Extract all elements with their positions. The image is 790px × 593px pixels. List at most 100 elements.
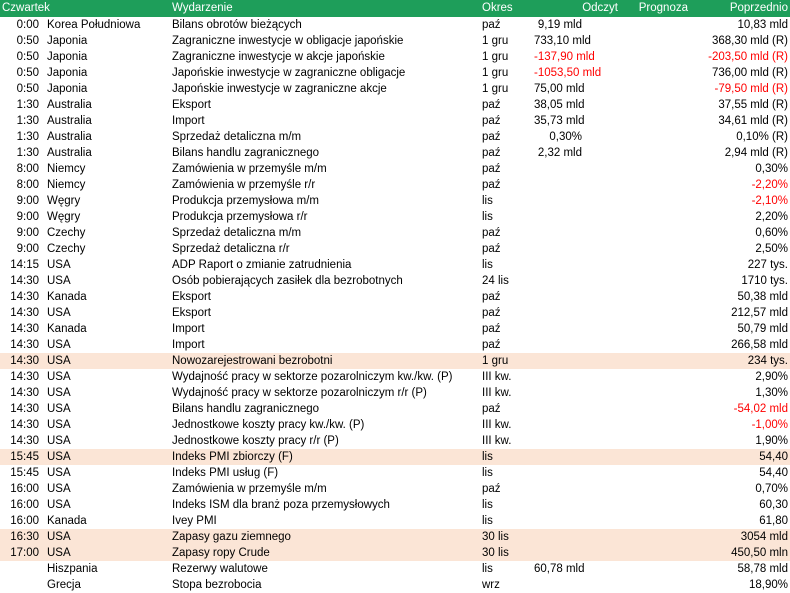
cell-previous: 2,94 mld (R) (724, 147, 788, 159)
table-row: 14:30 USA Osób pobierających zasiłek dla b… (0, 273, 790, 289)
table-row: 0:50 Japonia Japońskie inwestycje w zagran… (0, 65, 790, 81)
cell-previous: 227 tys. (747, 259, 788, 271)
cell-time: 1:30 (16, 147, 39, 159)
cell-time: 8:00 (16, 179, 39, 191)
table-row: 1:30 Australia Eksport paź 38,05 mld 37,55 ml… (0, 97, 790, 113)
cell-previous: 3054 mld (740, 531, 788, 543)
cell-actual (532, 241, 620, 257)
cell-event: Eksport (172, 291, 211, 303)
cell-actual: 75,00 mld (534, 83, 585, 95)
cell-country: Kanada (47, 323, 87, 335)
cell-forecast (620, 257, 690, 273)
cell-forecast (620, 65, 690, 81)
cell-forecast (620, 33, 690, 49)
cell-forecast (620, 433, 690, 449)
cell-actual (532, 225, 620, 241)
cell-period: 30 lis (482, 531, 509, 543)
cell-time: 14:30 (10, 419, 39, 431)
cell-previous: 212,57 mld (731, 307, 788, 319)
cell-previous: 54,40 (759, 467, 788, 479)
cell-time: 15:45 (10, 467, 39, 479)
table-row: Grecja Stopa bezrobocia wrz 18,90% (0, 577, 790, 593)
cell-time: 0:50 (16, 67, 39, 79)
cell-event: Zapasy gazu ziemnego (172, 531, 291, 543)
cell-period: III kw. (482, 387, 512, 399)
cell-event: Japońskie inwestycje w zagraniczne oblig… (172, 67, 406, 79)
cell-previous: 2,90% (755, 371, 788, 383)
cell-forecast (620, 161, 690, 177)
cell-period: paź (482, 291, 501, 303)
cell-country: Węgry (47, 195, 81, 207)
cell-actual (532, 529, 620, 545)
cell-forecast (620, 17, 690, 33)
cell-actual: 35,73 mld (534, 115, 585, 127)
cell-forecast (620, 129, 690, 145)
cell-period: paź (482, 227, 501, 239)
table-row: 16:00 Kanada Ivey PMI lis 61,80 (0, 513, 790, 529)
cell-time: 17:00 (10, 547, 39, 559)
cell-event: Jednostkowe koszty pracy kw./kw. (P) (172, 419, 365, 431)
table-row: 8:00 Niemcy Zamówienia w przemyśle m/m paź 0… (0, 161, 790, 177)
cell-forecast (620, 353, 690, 369)
cell-country: USA (47, 451, 71, 463)
header-day: Czwartek (2, 2, 50, 14)
cell-forecast (620, 513, 690, 529)
cell-previous: -2,20% (751, 179, 788, 191)
table-row: 14:30 Kanada Import paź 50,79 mld (0, 321, 790, 337)
cell-country: Kanada (47, 291, 87, 303)
cell-time: 9:00 (16, 227, 39, 239)
cell-country: Niemcy (47, 179, 86, 191)
cell-actual (532, 401, 620, 417)
cell-time: 14:15 (10, 259, 39, 271)
cell-period: lis (482, 451, 493, 463)
table-row: 16:00 USA Zamówienia w przemyśle m/m paź 0,7… (0, 481, 790, 497)
cell-actual: 38,05 mld (534, 99, 585, 111)
cell-time: 9:00 (16, 211, 39, 223)
cell-period: paź (482, 19, 501, 31)
cell-time: 16:30 (10, 531, 39, 543)
table-row: 16:30 USA Zapasy gazu ziemnego 30 lis 3054 m… (0, 529, 790, 545)
table-row: 14:30 USA Bilans handlu zagranicznego paź -5… (0, 401, 790, 417)
cell-event: Produkcja przemysłowa m/m (172, 195, 319, 207)
cell-previous: 450,50 mln (731, 547, 788, 559)
cell-country: Australia (47, 147, 92, 159)
cell-country: USA (47, 387, 71, 399)
cell-forecast (620, 545, 690, 561)
cell-period: 24 lis (482, 275, 509, 287)
cell-forecast (620, 465, 690, 481)
cell-previous: -1,00% (751, 419, 788, 431)
cell-event: Indeks PMI usług (F) (172, 467, 279, 479)
table-row: 14:30 USA Eksport paź 212,57 mld (0, 305, 790, 321)
table-row: 14:30 USA Wydajność pracy w sektorze pozar… (0, 385, 790, 401)
cell-event: Sprzedaż detaliczna m/m (172, 227, 302, 239)
cell-actual (532, 417, 620, 433)
cell-period: lis (482, 211, 493, 223)
cell-country: USA (47, 547, 71, 559)
cell-country: USA (47, 307, 71, 319)
cell-actual (532, 161, 620, 177)
cell-country: Hiszpania (47, 563, 98, 575)
cell-previous: 0,60% (755, 227, 788, 239)
cell-previous: 1710 tys. (741, 275, 788, 287)
cell-period: lis (482, 467, 493, 479)
cell-event: Import (172, 115, 205, 127)
cell-country: Korea Południowa (47, 19, 141, 31)
cell-period: lis (482, 515, 493, 527)
table-row: 14:30 USA Nowozarejestrowani bezrobotni 1 g… (0, 353, 790, 369)
cell-forecast (620, 321, 690, 337)
cell-actual (532, 337, 620, 353)
cell-previous: 266,58 mld (731, 339, 788, 351)
table-row: 14:30 USA Jednostkowe koszty pracy r/r (P)… (0, 433, 790, 449)
cell-forecast (620, 305, 690, 321)
cell-previous: 58,78 mld (737, 563, 788, 575)
cell-actual (532, 433, 620, 449)
cell-previous: 2,50% (755, 243, 788, 255)
cell-event: Jednostkowe koszty pracy r/r (P) (172, 435, 339, 447)
cell-actual (532, 513, 620, 529)
cell-previous: 1,30% (755, 387, 788, 399)
cell-event: Bilans handlu zagranicznego (172, 147, 320, 159)
cell-country: Czechy (47, 243, 86, 255)
cell-forecast (620, 385, 690, 401)
table-row: 15:45 USA Indeks PMI usług (F) lis 54,40 (0, 465, 790, 481)
